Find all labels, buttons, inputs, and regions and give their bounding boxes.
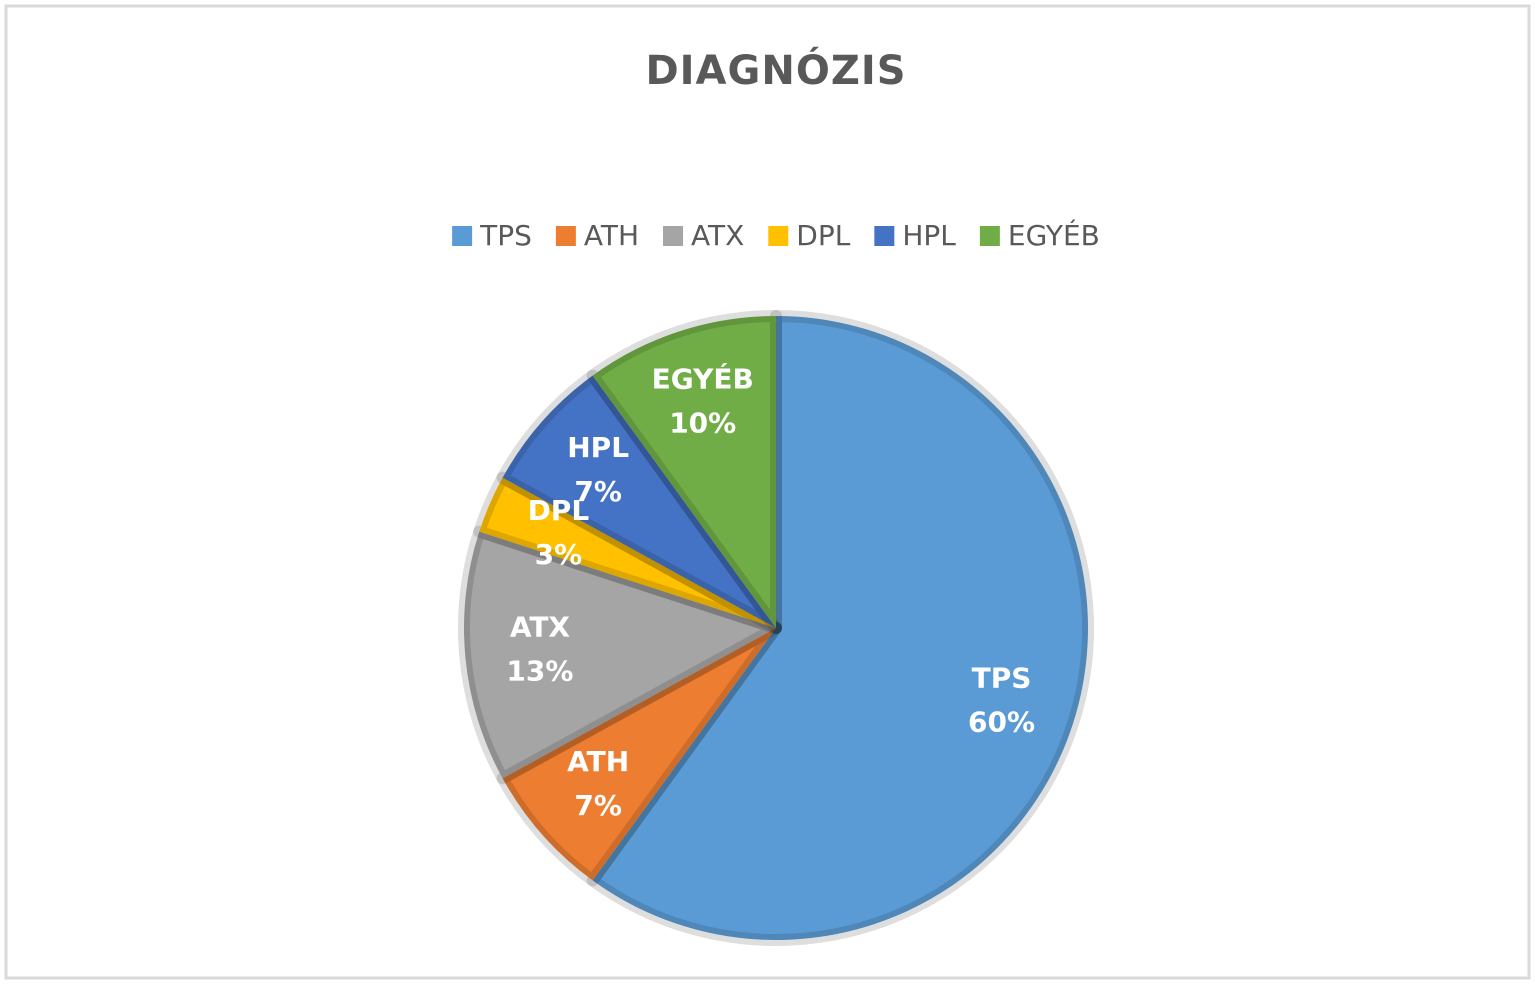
pie-slice [496,369,782,634]
legend-label: HPL [902,219,956,252]
legend-swatch [768,226,789,246]
data-label-name: HPL [567,431,629,464]
pie-slice [458,525,782,785]
data-label-name: ATX [510,610,571,643]
pie-slice [586,310,1094,946]
data-label-value: 10% [669,406,736,439]
legend-swatch [663,226,684,246]
legend-label: ATH [584,219,639,252]
pie-slice [473,471,782,634]
data-label-value: 13% [506,654,573,687]
data-label-value: 3% [535,538,583,571]
data-label-name: TPS [972,661,1032,694]
data-label-value: 7% [574,789,622,822]
legend-swatch [979,226,1000,246]
chart-title: DIAGNÓZIS [645,46,906,94]
pie-slice [586,310,782,634]
data-label-name: DPL [528,494,590,527]
data-label-value: 60% [968,705,1035,738]
legend-label: TPS [479,219,532,252]
data-label-value: 7% [574,475,622,508]
pie-slice [496,622,782,887]
legend-swatch [452,226,473,246]
legend-swatch [555,226,576,246]
data-label-name: EGYÉB [652,361,754,395]
legend-swatch [874,226,895,246]
legend-label: EGYÉB [1008,218,1100,252]
legend-label: DPL [796,219,850,252]
legend-label: ATX [691,219,744,252]
data-label-name: ATH [567,745,629,778]
